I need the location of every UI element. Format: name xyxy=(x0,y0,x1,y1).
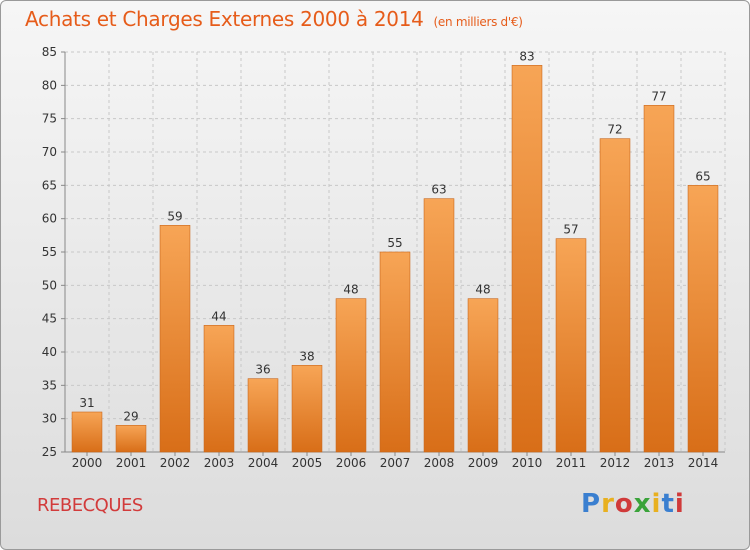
chart-title-text: Achats et Charges Externes 2000 à 2014 xyxy=(25,7,424,31)
data-label-2010: 83 xyxy=(519,49,534,63)
y-tick-label: 70 xyxy=(42,145,57,159)
y-tick-label: 40 xyxy=(42,345,57,359)
y-tick-label: 30 xyxy=(42,412,57,426)
y-tick-label: 25 xyxy=(42,445,57,459)
x-tick-label-2010: 2010 xyxy=(512,456,543,470)
x-tick-label-2001: 2001 xyxy=(116,456,147,470)
y-tick-label: 60 xyxy=(42,212,57,226)
bar-2003 xyxy=(203,325,235,453)
data-label-2011: 57 xyxy=(563,223,578,237)
y-tick-label: 80 xyxy=(42,78,57,92)
logo-letter: r xyxy=(601,489,615,519)
x-tick-label-2003: 2003 xyxy=(204,456,235,470)
data-label-2007: 55 xyxy=(387,236,402,250)
bar-2002 xyxy=(159,225,191,453)
logo-letter: i xyxy=(674,489,685,519)
y-tick-label: 50 xyxy=(42,278,57,292)
x-tick-label-2011: 2011 xyxy=(556,456,587,470)
chart-subtitle: (en milliers d'€) xyxy=(433,15,523,29)
x-tick-label-2006: 2006 xyxy=(336,456,367,470)
logo-letter: t xyxy=(661,489,675,519)
data-label-2002: 59 xyxy=(167,209,182,223)
data-label-2005: 38 xyxy=(299,349,314,363)
bar-2000 xyxy=(71,411,103,453)
x-tick-label-2013: 2013 xyxy=(644,456,675,470)
data-label-2004: 36 xyxy=(255,363,270,377)
y-tick-label: 45 xyxy=(42,312,57,326)
data-label-2000: 31 xyxy=(79,396,94,410)
logo-letter: x xyxy=(633,489,652,519)
bar-2001 xyxy=(115,425,147,453)
x-tick-label-2014: 2014 xyxy=(688,456,719,470)
data-label-2014: 65 xyxy=(695,169,710,183)
x-tick-label-2002: 2002 xyxy=(160,456,191,470)
bar-2008 xyxy=(423,198,455,453)
label-layer: 31 29 59 44 36 38 48 55 63 48 83 57 72 77 65 xyxy=(79,49,710,423)
bar-2013 xyxy=(643,105,675,453)
x-tick-label-2007: 2007 xyxy=(380,456,411,470)
bar-2007 xyxy=(379,251,411,453)
data-label-2006: 48 xyxy=(343,283,358,297)
data-label-2013: 77 xyxy=(651,89,666,103)
logo-letter: o xyxy=(614,489,634,519)
y-tick-label: 55 xyxy=(42,245,57,259)
y-tick-label: 75 xyxy=(42,112,57,126)
logo-letter: P xyxy=(581,489,602,519)
bar-2009 xyxy=(467,298,499,453)
x-tick-label-2005: 2005 xyxy=(292,456,323,470)
logo-letter: i xyxy=(651,489,662,519)
data-label-2008: 63 xyxy=(431,183,446,197)
bar-2006 xyxy=(335,298,367,453)
bar-layer xyxy=(71,65,719,453)
proxiti-logo[interactable]: Proxiti xyxy=(581,489,685,519)
x-tick-label-2000: 2000 xyxy=(72,456,103,470)
bar-2010 xyxy=(511,65,543,453)
x-tick-label-2012: 2012 xyxy=(600,456,631,470)
y-tick-label: 85 xyxy=(42,45,57,59)
bar-2004 xyxy=(247,378,279,453)
x-tick-label-2004: 2004 xyxy=(248,456,279,470)
bar-2005 xyxy=(291,365,323,453)
location-name: REBECQUES xyxy=(37,495,143,516)
bar-2012 xyxy=(599,138,631,453)
data-label-2012: 72 xyxy=(607,123,622,137)
bar-2011 xyxy=(555,238,587,453)
x-tick-label-2008: 2008 xyxy=(424,456,455,470)
data-label-2001: 29 xyxy=(123,409,138,423)
bar-2014 xyxy=(687,185,719,453)
chart-title: Achats et Charges Externes 2000 à 2014 (e… xyxy=(25,7,523,31)
data-label-2003: 44 xyxy=(211,309,226,323)
data-label-2009: 48 xyxy=(475,283,490,297)
y-tick-label: 65 xyxy=(42,178,57,192)
y-tick-label: 35 xyxy=(42,378,57,392)
x-tick-label-2009: 2009 xyxy=(468,456,499,470)
